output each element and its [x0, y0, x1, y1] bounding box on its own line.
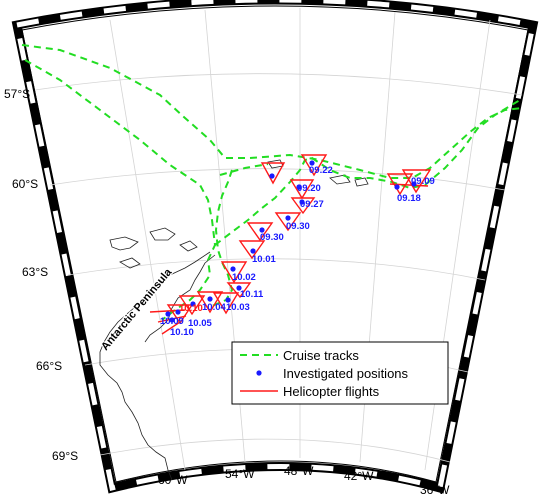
lat-label-69: 69°S — [52, 449, 78, 463]
date-label: 09.30 — [260, 232, 284, 243]
date-label: 09.18 — [397, 193, 421, 204]
station-markers — [165, 160, 417, 323]
lat-label-60: 60°S — [12, 177, 38, 191]
station-marker — [269, 173, 275, 179]
legend: Cruise tracks Investigated positions Hel… — [231, 341, 449, 405]
station-marker — [230, 266, 236, 272]
lon-label-60: 60°W — [158, 473, 188, 487]
date-label: 10.11 — [240, 289, 264, 300]
legend-swatch-station — [256, 370, 262, 376]
station-marker — [309, 160, 315, 166]
date-label: 10.03 — [226, 302, 250, 313]
lat-label-57: 57°S — [4, 87, 30, 101]
latitude-labels: 57°S 60°S 63°S 66°S 69°S — [4, 87, 78, 463]
station-marker — [175, 309, 181, 315]
lat-label-66: 66°S — [36, 359, 62, 373]
longitude-labels: 60°W 54°W 48°W 42°W 36°W — [158, 464, 450, 497]
legend-station-label: Investigated positions — [283, 366, 409, 381]
station-marker — [394, 184, 400, 190]
station-marker — [285, 215, 291, 221]
station-marker — [250, 248, 256, 254]
station-marker — [169, 317, 175, 323]
date-label: 10.01 — [252, 254, 276, 265]
station-marker — [165, 311, 171, 317]
legend-box — [231, 341, 449, 405]
date-label: 10.10 — [179, 303, 203, 314]
date-label: 09.20 — [297, 183, 321, 194]
station-marker — [190, 301, 196, 307]
station-marker — [411, 181, 417, 187]
station-marker — [236, 285, 242, 291]
station-marker — [207, 296, 213, 302]
date-label: 09.30 — [286, 221, 310, 232]
date-label: 10.09 — [160, 316, 184, 327]
date-label: 09.22 — [309, 165, 333, 176]
helicopter-flights — [149, 154, 432, 335]
station-marker — [299, 199, 305, 205]
date-label: 09.09 — [411, 176, 435, 187]
date-label: 10.05 — [188, 318, 212, 329]
station-marker — [259, 227, 265, 233]
lat-label-63: 63°S — [22, 265, 48, 279]
coastline — [99, 159, 369, 481]
date-label: 10.10 — [170, 327, 194, 338]
station-date-labels: 09.09 09.18 09.20 09.22 09.27 09.30 09.3… — [160, 165, 435, 338]
map-frame — [11, 0, 539, 494]
legend-helicopter-label: Helicopter flights — [283, 384, 380, 399]
lon-label-48: 48°W — [284, 464, 314, 478]
station-marker — [225, 297, 231, 303]
date-label: 10.04 — [202, 302, 226, 313]
lon-label-36: 36°W — [420, 483, 450, 497]
legend-cruise-label: Cruise tracks — [283, 348, 359, 363]
date-label: 09.27 — [300, 199, 324, 210]
lon-label-42: 42°W — [344, 469, 374, 483]
date-label: 10.02 — [232, 272, 256, 283]
lon-label-54: 54°W — [225, 467, 255, 481]
station-marker — [296, 184, 302, 190]
